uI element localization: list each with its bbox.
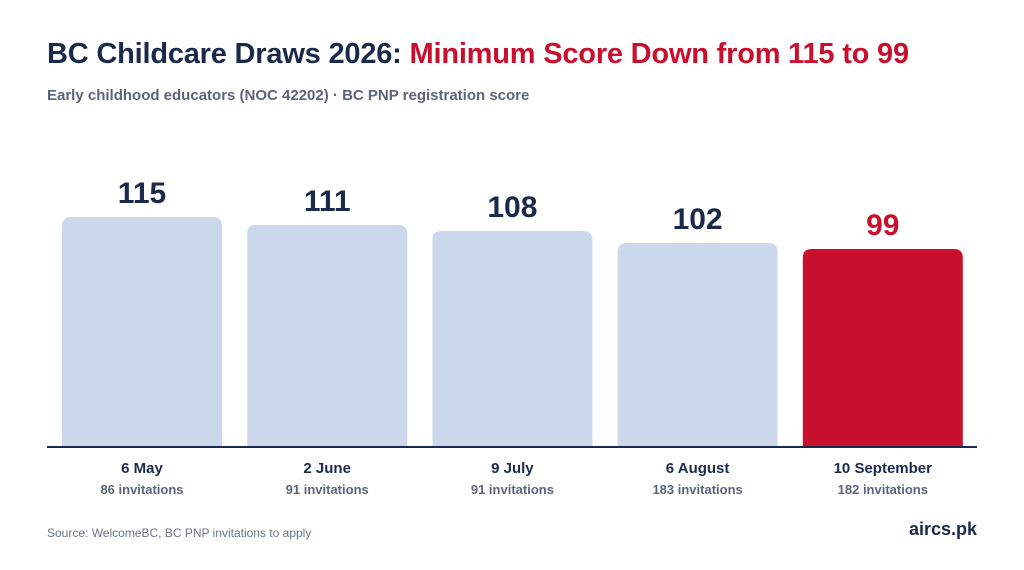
brand-label: aircs.pk <box>908 519 977 539</box>
bar-3 <box>617 243 778 447</box>
chart-title-main: BC Childcare Draws 2026: <box>47 38 410 70</box>
bar-value-label-4: 99 <box>866 209 899 242</box>
x-tick-label-1: 2 June <box>303 460 351 477</box>
source-note: Source: WelcomeBC, BC PNP invitations to… <box>47 526 312 540</box>
bar-2 <box>432 231 593 447</box>
bar-value-label-2: 108 <box>487 191 537 224</box>
x-sublabel-4: 182 invitations <box>838 482 928 497</box>
bar-value-label-1: 111 <box>304 185 351 218</box>
bar-value-label-3: 102 <box>673 203 723 236</box>
bar-value-label-0: 115 <box>118 177 166 210</box>
x-sublabel-0: 86 invitations <box>100 482 183 497</box>
x-tick-label-0: 6 May <box>121 460 163 477</box>
x-sublabel-3: 183 invitations <box>652 482 742 497</box>
chart-subtitle: Early childhood educators (NOC 42202) · … <box>47 87 530 104</box>
bar-4 <box>802 249 963 447</box>
x-sublabel-2: 91 invitations <box>471 482 554 497</box>
chart-title-accent: Minimum Score Down from 115 to 99 <box>409 38 910 70</box>
x-tick-label-4: 10 September <box>834 460 933 477</box>
x-tick-label-2: 9 July <box>491 460 534 477</box>
x-sublabel-1: 91 invitations <box>286 482 369 497</box>
bar-0 <box>62 217 222 447</box>
bar-1 <box>247 225 408 447</box>
chart-title: BC Childcare Draws 2026: Minimum Score D… <box>47 38 909 71</box>
x-tick-label-3: 6 August <box>666 460 730 477</box>
